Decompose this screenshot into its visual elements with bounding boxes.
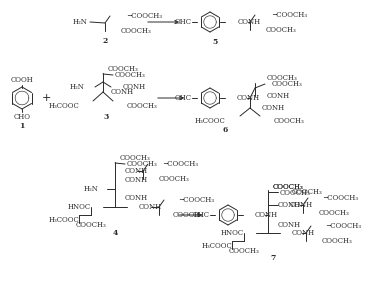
Text: COOCH₃: COOCH₃ bbox=[159, 175, 190, 183]
Text: ─COOCH₃: ─COOCH₃ bbox=[272, 11, 307, 19]
Text: ─COOCH₃: ─COOCH₃ bbox=[326, 222, 361, 230]
Text: H₃COOC: H₃COOC bbox=[48, 102, 79, 110]
Text: 5: 5 bbox=[212, 38, 218, 46]
Text: COOCH₃: COOCH₃ bbox=[322, 237, 353, 245]
Text: COOCH₃: COOCH₃ bbox=[292, 188, 323, 196]
Text: CONH: CONH bbox=[111, 88, 134, 96]
Text: CHO: CHO bbox=[14, 113, 31, 121]
Text: CONH: CONH bbox=[290, 201, 313, 209]
Text: CONH: CONH bbox=[292, 229, 315, 237]
Text: H₂N: H₂N bbox=[84, 185, 99, 193]
Text: 4: 4 bbox=[112, 229, 118, 237]
Text: COOCH₃: COOCH₃ bbox=[280, 189, 311, 197]
Text: COOCH₃: COOCH₃ bbox=[127, 102, 158, 110]
Text: ─COOCH₃: ─COOCH₃ bbox=[179, 196, 214, 204]
Text: CONH: CONH bbox=[238, 18, 261, 26]
Text: CONH: CONH bbox=[125, 167, 148, 175]
Text: CONH: CONH bbox=[267, 92, 290, 100]
Text: 6: 6 bbox=[222, 126, 228, 134]
Text: H₂N: H₂N bbox=[73, 18, 88, 26]
Text: 2: 2 bbox=[102, 37, 108, 45]
Text: H₃COOC: H₃COOC bbox=[201, 242, 232, 250]
Text: H₃COOC: H₃COOC bbox=[194, 117, 225, 125]
Text: COOCH₃: COOCH₃ bbox=[266, 26, 297, 34]
Text: HNOC: HNOC bbox=[221, 229, 244, 237]
Text: OHC: OHC bbox=[175, 94, 192, 102]
Text: COOCH₃: COOCH₃ bbox=[76, 221, 106, 229]
Text: HNOC: HNOC bbox=[68, 203, 91, 211]
Text: CONH: CONH bbox=[139, 203, 162, 211]
Text: CONH: CONH bbox=[262, 104, 285, 112]
Text: COOCH₃: COOCH₃ bbox=[108, 65, 139, 73]
Text: ─COOCH₃: ─COOCH₃ bbox=[127, 12, 162, 20]
Text: OHC: OHC bbox=[175, 18, 192, 26]
Text: COOCH₃: COOCH₃ bbox=[115, 71, 146, 79]
Text: CONH: CONH bbox=[278, 221, 301, 229]
Text: ─COOCH₃: ─COOCH₃ bbox=[163, 160, 198, 168]
Text: COOCH₃: COOCH₃ bbox=[127, 160, 158, 168]
Text: 1: 1 bbox=[19, 122, 25, 130]
Text: COOCH₃: COOCH₃ bbox=[274, 117, 305, 125]
Text: COOCH₃: COOCH₃ bbox=[273, 183, 304, 191]
Text: CONH: CONH bbox=[237, 94, 260, 102]
Text: COOCH₃: COOCH₃ bbox=[173, 211, 204, 219]
Text: OHC: OHC bbox=[193, 211, 210, 219]
Text: CONH: CONH bbox=[125, 194, 148, 202]
Text: CONH: CONH bbox=[125, 176, 148, 184]
Text: CONH: CONH bbox=[278, 201, 301, 209]
Text: COOCH₃: COOCH₃ bbox=[229, 247, 259, 255]
Text: COOCH₃: COOCH₃ bbox=[272, 80, 303, 88]
Text: CONH: CONH bbox=[255, 211, 278, 219]
Text: CONH: CONH bbox=[123, 83, 146, 91]
Text: COOCH₃: COOCH₃ bbox=[319, 209, 350, 217]
Text: ─COOCH₃: ─COOCH₃ bbox=[323, 194, 358, 202]
Text: COOCH₃: COOCH₃ bbox=[120, 154, 151, 162]
Text: 7: 7 bbox=[270, 254, 276, 262]
Text: COOH: COOH bbox=[11, 76, 33, 84]
Text: COOCH₃: COOCH₃ bbox=[267, 74, 298, 82]
Text: COOCH₃: COOCH₃ bbox=[273, 183, 304, 191]
Text: H₂N: H₂N bbox=[70, 83, 85, 91]
Text: H₃COOC: H₃COOC bbox=[48, 216, 79, 224]
Text: 3: 3 bbox=[103, 113, 109, 121]
Text: COOCH₃: COOCH₃ bbox=[121, 27, 152, 35]
Text: +: + bbox=[41, 93, 51, 103]
